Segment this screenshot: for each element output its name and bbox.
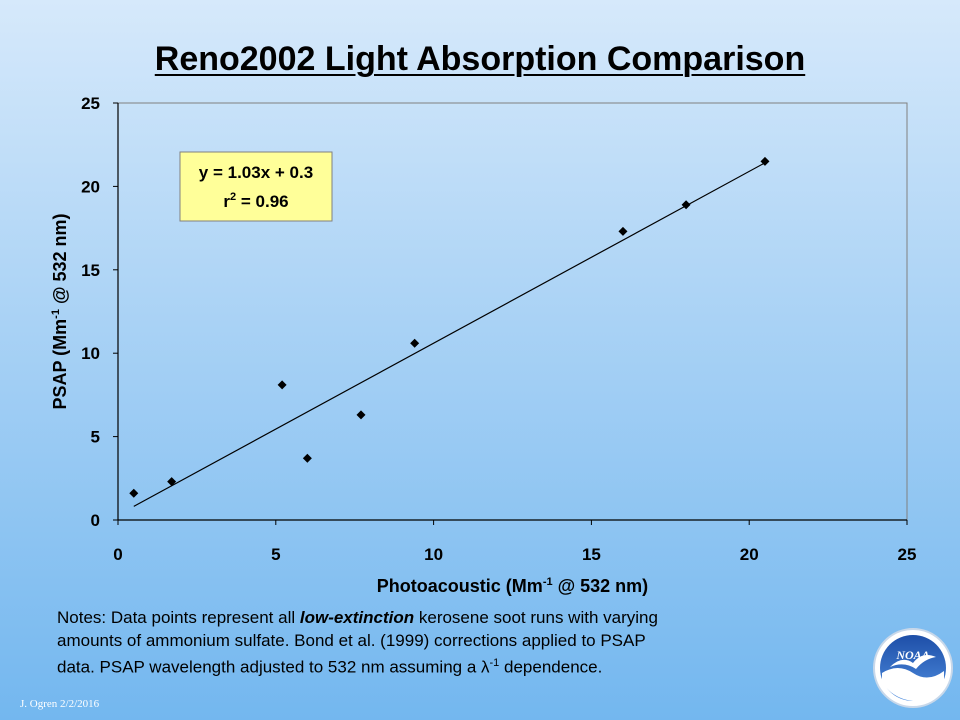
y-axis-title-rest: @ 532 nm) [50, 213, 70, 309]
data-point [681, 200, 691, 210]
y-axis-title-main: PSAP (Mm [50, 319, 70, 410]
y-tick-label: 25 [81, 94, 100, 113]
y-tick-label: 20 [81, 177, 100, 196]
equation-box-background [179, 151, 333, 222]
r-squared-superscript: 2 [230, 191, 236, 203]
equation-box: y = 1.03x + 0.3 r2 = 0.96 [179, 151, 333, 222]
noaa-logo-text: NOAA [895, 648, 929, 662]
notes-line-3: data. PSAP wavelength adjusted to 532 nm… [57, 652, 847, 679]
y-tick-label: 0 [91, 511, 100, 530]
y-tick-label: 10 [81, 344, 100, 363]
lambda-symbol: λ [481, 657, 490, 677]
x-tick-label: 25 [898, 545, 917, 564]
x-axis-title-superscript: -1 [543, 576, 553, 588]
lambda-exponent: -1 [489, 657, 500, 669]
notes-line-3-end: dependence. [499, 657, 603, 677]
notes-line-2: amounts of ammonium sulfate. Bond et al.… [57, 631, 646, 650]
notes-line-1-start: Notes: Data points represent all [57, 608, 300, 627]
r-squared-text: r2 = 0.96 [223, 191, 288, 211]
equation-text: y = 1.03x + 0.3 [199, 163, 313, 182]
notes-line-3-start: data. PSAP wavelength adjusted to 532 nm… [57, 657, 482, 677]
x-tick-label: 10 [424, 545, 443, 564]
plot-area [117, 102, 908, 521]
x-axis-title-main: Photoacoustic (Mm [377, 576, 543, 596]
y-tick-label: 15 [81, 261, 100, 280]
x-axis-title: Photoacoustic (Mm-1 @ 532 nm) [377, 576, 648, 596]
notes-line-1-end: kerosene soot runs with varying [414, 608, 658, 627]
x-axis-title-rest: @ 532 nm) [553, 576, 649, 596]
y-axis-title-superscript: -1 [50, 309, 62, 319]
scatter-chart: 0 5 10 15 20 25 0 5 10 15 20 25 y = 1.03x + 0.3 r2 … [50, 94, 916, 596]
data-point [410, 338, 420, 348]
axis-ticks: 0 5 10 15 20 25 0 5 10 15 20 25 [81, 94, 916, 564]
trendline [133, 162, 766, 507]
notes-line-1: Notes: Data points represent all low-ext… [57, 606, 847, 629]
data-point [356, 410, 366, 420]
data-point [618, 226, 628, 236]
noaa-logo: NOAA [873, 628, 953, 708]
x-tick-label: 0 [113, 545, 122, 564]
notes-emphasis: low-extinction [299, 608, 415, 627]
x-tick-label: 5 [271, 545, 280, 564]
y-tick-label: 5 [91, 428, 100, 447]
data-point [760, 156, 770, 166]
data-point [167, 477, 177, 487]
notes-text: Notes: Data points represent all low-ext… [57, 606, 847, 679]
data-point [302, 453, 312, 463]
r-squared-value: = 0.96 [236, 192, 288, 211]
data-point [277, 380, 287, 390]
data-points [129, 156, 770, 498]
slide-title: Reno2002 Light Absorption Comparison [154, 40, 806, 78]
trendline-group [133, 162, 766, 507]
x-tick-label: 20 [740, 545, 759, 564]
footer-credit: J. Ogren 2/2/2016 [20, 698, 100, 710]
y-axis-title: PSAP (Mm-1 @ 532 nm) [50, 213, 70, 409]
r-squared-r: r [223, 192, 230, 211]
x-tick-label: 15 [582, 545, 601, 564]
data-point [129, 488, 139, 498]
